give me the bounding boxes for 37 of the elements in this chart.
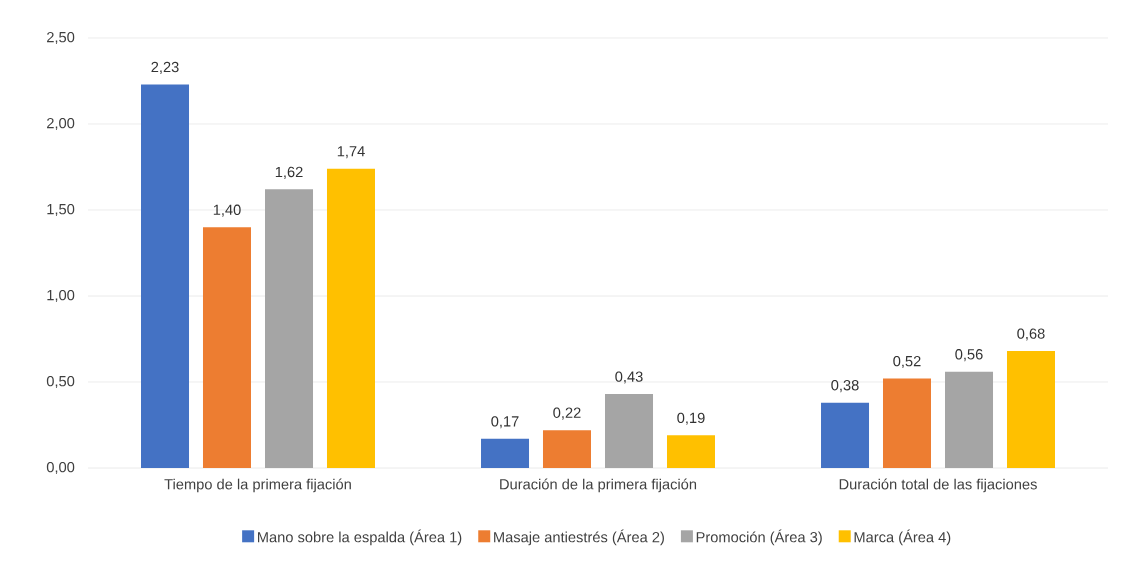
bar: [265, 189, 314, 468]
y-tick-label: 0,00: [46, 461, 75, 475]
legend-label: Masaje antiestrés (Área 2): [494, 529, 664, 546]
y-tick-label: 1,00: [47, 289, 75, 303]
data-label: 0,19: [677, 412, 705, 425]
y-tick-label: 2,00: [47, 117, 75, 131]
bar: [882, 378, 931, 468]
bar: [481, 438, 530, 468]
y-tick-label: 0,50: [46, 375, 75, 389]
data-label: 0,68: [1017, 328, 1045, 341]
data-label: 0,43: [615, 371, 643, 384]
bar: [666, 435, 715, 468]
bar: [605, 394, 654, 468]
data-label: 0,38: [831, 380, 859, 393]
data-label: 0,22: [553, 407, 581, 420]
y-tick-label: 2,50: [47, 31, 75, 45]
legend-label: Marca (Área 4): [854, 529, 951, 546]
data-label: 1,40: [213, 204, 241, 217]
bar: [945, 371, 994, 468]
data-label: 1,74: [337, 146, 365, 159]
bar: [542, 430, 591, 468]
bar: [141, 84, 190, 468]
data-label: 0,56: [955, 349, 983, 362]
legend-label: Promoción (Área 3): [696, 529, 822, 546]
bar: [202, 227, 251, 468]
bar: [1006, 351, 1055, 468]
y-tick-label: 1,50: [47, 203, 75, 217]
data-label: 0,52: [893, 355, 921, 369]
bar: [821, 402, 870, 468]
data-label: 1,62: [275, 166, 303, 179]
legend-label: Mano sobre la espalda (Área 1): [258, 529, 462, 546]
data-label: 2,23: [151, 61, 179, 74]
x-tick-label: Tiempo de la primera fijación: [164, 478, 351, 493]
bar: [326, 168, 375, 468]
x-tick-label: Duración de la primera fijación: [500, 478, 697, 493]
x-tick-label: Duración total de las fijaciones: [839, 478, 1037, 493]
data-label: 0,17: [491, 416, 519, 429]
